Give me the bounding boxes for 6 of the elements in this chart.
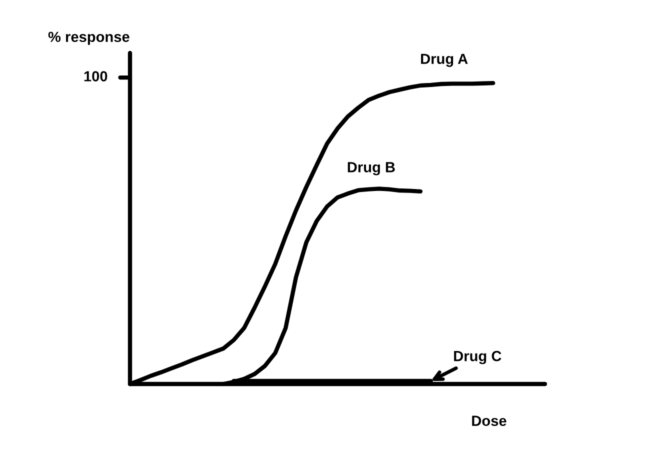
x-axis-title: Dose [472,416,506,426]
series-label: Drug B [348,162,395,176]
y-axis-title: % response [48,32,130,45]
text: 100 [84,71,108,82]
series-label: Drug A [421,54,468,67]
series-label: Drug C [454,350,502,364]
